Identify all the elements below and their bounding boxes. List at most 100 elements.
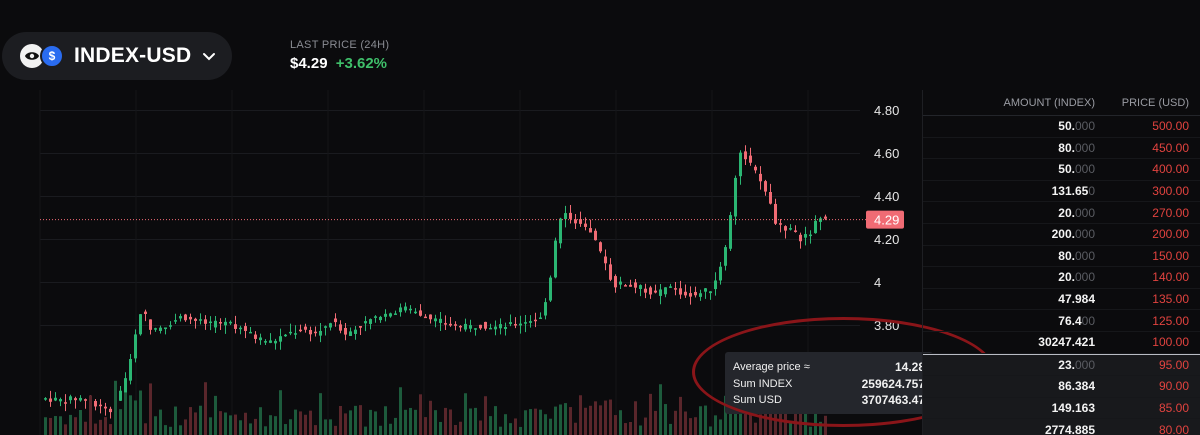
row-amount: 50.000	[923, 162, 1095, 176]
volume-bar	[594, 401, 597, 435]
candle-body	[799, 234, 802, 242]
candle-body	[509, 322, 512, 325]
row-amount-value: 30247.421	[1038, 335, 1095, 350]
volume-bar	[224, 412, 227, 435]
candle-body	[749, 155, 752, 163]
price-axis-label: 4.20	[874, 232, 899, 247]
orderbook-row[interactable]: 80.000 150.00	[923, 246, 1200, 268]
volume-bar	[654, 410, 657, 435]
volume-bar	[569, 407, 572, 435]
volume-bar	[359, 405, 362, 435]
volume-bar	[759, 414, 762, 435]
volume-bar	[274, 416, 277, 435]
candle-body	[94, 400, 97, 407]
volume-bar	[174, 406, 177, 435]
tooltip-label: Average price ≈	[733, 361, 810, 373]
orderbook-row[interactable]: 200.000 200.00	[923, 224, 1200, 246]
volume-bar	[84, 421, 87, 435]
orderbook-row[interactable]: 50.000 500.00	[923, 116, 1200, 138]
volume-bar	[129, 395, 132, 435]
candle-body	[299, 329, 302, 332]
candle-body	[584, 223, 587, 227]
chart-canvas[interactable]: 4.80 4.60 4.40 4.20 4 3.80 4.29	[0, 90, 922, 435]
volume-bar	[264, 426, 267, 435]
row-amount: 2774.885	[923, 423, 1095, 435]
volume-bar	[189, 407, 192, 435]
volume-bar	[564, 403, 567, 435]
candlestick-chart[interactable]: 4.80 4.60 4.40 4.20 4 3.80 4.29	[0, 90, 922, 435]
volume-bar	[249, 423, 252, 435]
orderbook-row[interactable]: 23.000 95.00	[923, 354, 1200, 377]
candle-body	[764, 181, 767, 192]
row-amount-padding: 000	[1074, 357, 1095, 372]
volume-bar	[449, 409, 452, 435]
candle-body	[654, 290, 657, 293]
row-amount: 86.384	[923, 379, 1095, 393]
volume-bar	[49, 417, 52, 435]
candle-body	[294, 333, 297, 335]
volume-bar	[614, 415, 617, 435]
candle-body	[129, 359, 132, 381]
candle-body	[419, 310, 422, 316]
volume-bar	[679, 396, 682, 435]
candle-body	[124, 378, 127, 394]
orderbook-row[interactable]: 50.000 400.00	[923, 159, 1200, 181]
last-price-label: LAST PRICE (24H)	[290, 39, 390, 51]
volume-bar	[434, 410, 437, 435]
volume-bar	[399, 387, 402, 435]
candle-body	[319, 330, 322, 336]
volume-bar	[709, 426, 712, 435]
volume-bar	[99, 419, 102, 435]
row-amount: 50.000	[923, 119, 1095, 133]
candle-body	[44, 398, 47, 400]
volume-bar	[204, 382, 207, 435]
volume-bar	[349, 410, 352, 435]
volume-bar	[639, 425, 642, 435]
orderbook-row[interactable]: 20.000 270.00	[923, 202, 1200, 224]
orderbook-row[interactable]: 80.000 450.00	[923, 138, 1200, 160]
candle-body	[309, 330, 312, 335]
volume-bar	[529, 409, 532, 435]
volume-bar	[124, 392, 127, 435]
volume-bar	[439, 421, 442, 435]
candle-body	[184, 314, 187, 321]
tooltip-row-sum-index: Sum INDEX 259624.757	[733, 376, 925, 393]
volume-bar	[809, 426, 812, 435]
orderbook-row[interactable]: 30247.421 100.00	[923, 332, 1200, 354]
orderbook-row[interactable]: 2774.885 80.00	[923, 419, 1200, 435]
candle-body	[609, 264, 612, 280]
orderbook-row[interactable]: 47.984 135.00	[923, 289, 1200, 311]
candle-body	[649, 287, 652, 295]
orderbook-tooltip: Average price ≈ 14.28 Sum INDEX 259624.7…	[725, 352, 933, 414]
volume-bar	[169, 426, 172, 435]
volume-bar	[714, 415, 717, 435]
volume-bar	[209, 417, 212, 435]
candle-body	[404, 306, 407, 311]
orderbook-row[interactable]: 131.650 300.00	[923, 181, 1200, 203]
candle-body	[814, 220, 817, 234]
orderbook-row[interactable]: 76.400 125.00	[923, 310, 1200, 332]
volume-bar	[404, 409, 407, 435]
candle-body	[274, 340, 277, 344]
chevron-down-icon[interactable]	[201, 48, 217, 64]
orderbook-row[interactable]: 149.163 85.00	[923, 397, 1200, 420]
candle-body	[254, 334, 257, 339]
candle-body	[159, 327, 162, 331]
volume-bar	[144, 423, 147, 435]
row-price: 85.00	[1158, 401, 1189, 416]
candle-body	[529, 321, 532, 323]
tooltip-value: 14.28	[894, 360, 925, 374]
volume-bar	[94, 423, 97, 435]
orderbook-divider	[923, 353, 1200, 355]
volume-bar	[689, 418, 692, 435]
volume-bar	[304, 414, 307, 435]
volume-bar	[234, 414, 237, 435]
pair-selector[interactable]: $ INDEX-USD	[2, 32, 232, 80]
volume-bar	[534, 408, 537, 435]
orderbook-row[interactable]: 86.384 90.00	[923, 376, 1200, 398]
orderbook: AMOUNT (INDEX) PRICE (USD) 50.000 500.00 8…	[922, 90, 1200, 435]
candle-body	[199, 319, 202, 321]
candle-body	[644, 288, 647, 293]
orderbook-row[interactable]: 20.000 140.00	[923, 267, 1200, 289]
candle-body	[579, 219, 582, 224]
